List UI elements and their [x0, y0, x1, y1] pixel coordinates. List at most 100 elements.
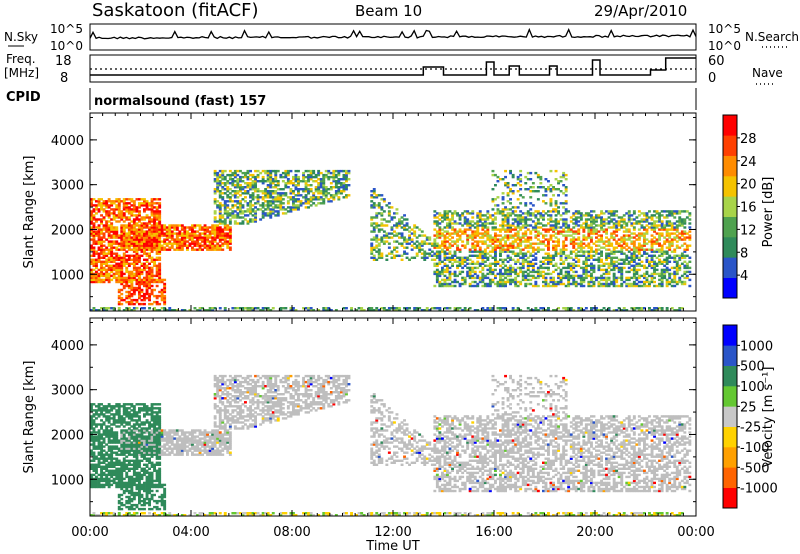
power-cell	[140, 262, 144, 265]
power-cell	[158, 216, 162, 219]
power-cell	[675, 228, 679, 231]
power-cell	[132, 214, 136, 217]
power-cell	[148, 218, 151, 221]
power-cell	[478, 264, 482, 267]
power-cell	[494, 276, 497, 280]
power-cell	[635, 216, 639, 219]
power-cell	[122, 242, 126, 245]
power-cell	[160, 298, 164, 302]
power-cell	[148, 256, 151, 259]
power-cell	[499, 230, 502, 233]
power-cell	[317, 190, 321, 193]
power-cell	[143, 302, 146, 306]
power-cell	[233, 204, 237, 207]
power-cell	[607, 276, 611, 280]
power-cell	[572, 276, 576, 280]
power-cell	[203, 244, 207, 247]
power-cell	[107, 258, 111, 261]
power-cell	[92, 218, 96, 221]
power-cell	[102, 236, 106, 239]
power-cell	[587, 258, 591, 261]
power-cell	[342, 184, 346, 187]
power-cell	[547, 309, 550, 312]
power-cell	[595, 228, 598, 231]
power-cell	[683, 276, 687, 280]
power-cell	[456, 307, 459, 310]
power-cell	[145, 200, 149, 203]
power-cell	[239, 184, 242, 187]
power-cell	[670, 242, 674, 245]
power-cell	[557, 210, 560, 213]
power-cell	[650, 246, 654, 249]
velocity-cell	[95, 437, 98, 440]
power-cell	[132, 292, 136, 296]
power-cell	[150, 238, 154, 241]
power-cell	[314, 198, 318, 201]
power-cell	[577, 210, 581, 213]
power-cell	[569, 262, 573, 265]
power-cell	[120, 228, 124, 231]
power-cell	[564, 309, 568, 312]
power-cell	[600, 274, 603, 278]
power-cell	[110, 230, 114, 233]
power-cell	[544, 230, 548, 233]
power-cell	[327, 198, 331, 201]
power-cell	[251, 188, 255, 191]
power-cell	[228, 228, 232, 231]
power-cell	[660, 274, 664, 278]
power-cell	[122, 212, 126, 215]
power-cell	[221, 204, 225, 207]
power-cell	[143, 266, 146, 270]
power-cell	[115, 272, 119, 276]
power-cell	[665, 278, 669, 282]
power-cell	[514, 206, 518, 209]
power-cell	[127, 236, 131, 239]
velocity-cell	[97, 451, 101, 454]
power-cell	[670, 280, 674, 284]
power-cell	[544, 252, 548, 255]
power-cell	[122, 262, 126, 265]
power-cell	[135, 206, 139, 209]
power-cell	[582, 226, 586, 229]
power-cell	[504, 240, 507, 243]
power-cell	[415, 246, 419, 249]
power-cell	[135, 300, 139, 304]
power-cell	[307, 188, 310, 191]
power-cell	[269, 186, 273, 189]
power-cell	[559, 276, 563, 280]
power-cell	[405, 238, 409, 241]
velocity-cell	[95, 423, 98, 426]
power-cell	[345, 196, 348, 199]
power-cell	[309, 196, 313, 199]
power-cell	[499, 280, 502, 284]
power-cell	[125, 260, 129, 263]
power-cell	[637, 256, 641, 259]
power-cell	[600, 222, 603, 225]
power-cell	[577, 250, 581, 253]
power-cell	[501, 192, 505, 195]
power-cell	[526, 264, 530, 267]
power-cell	[562, 250, 566, 253]
power-cell	[216, 236, 220, 239]
power-cell	[678, 224, 682, 227]
power-cell	[158, 244, 162, 247]
power-cell	[127, 264, 131, 267]
power-cell	[521, 220, 525, 223]
power-cell	[645, 258, 649, 261]
velocity-cell	[92, 451, 96, 454]
power-cell	[112, 246, 116, 249]
power-cell	[441, 248, 444, 251]
power-cell	[92, 252, 96, 255]
power-cell	[180, 246, 184, 249]
power-cell	[587, 252, 591, 255]
power-cell	[324, 194, 328, 197]
velocity-cell	[95, 463, 98, 466]
power-cell	[420, 240, 424, 243]
power-cell	[233, 210, 237, 213]
power-cell	[466, 266, 470, 270]
power-cell	[231, 216, 235, 219]
power-cell	[592, 232, 596, 235]
power-cell	[433, 252, 437, 255]
power-cell	[600, 240, 603, 243]
power-cell	[382, 218, 386, 221]
